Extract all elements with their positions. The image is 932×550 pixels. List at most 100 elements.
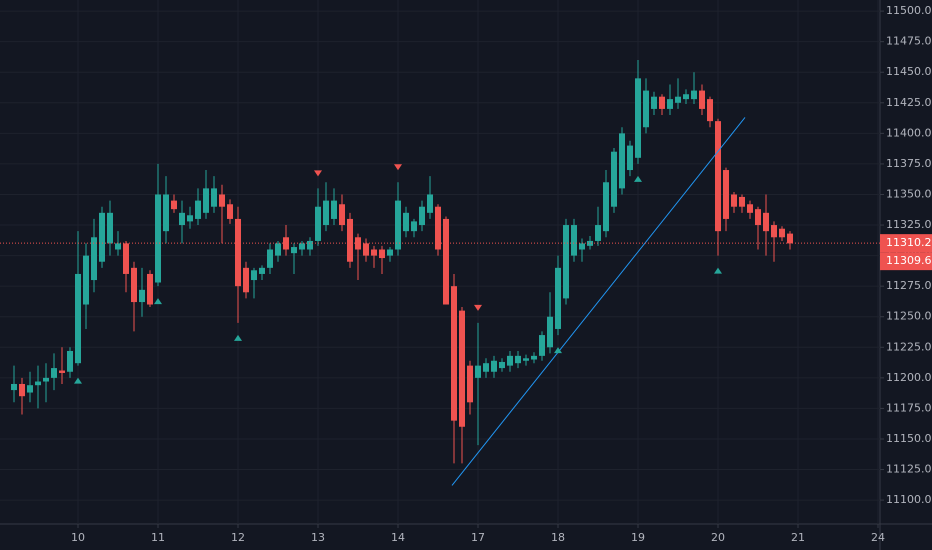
candle-body bbox=[771, 225, 777, 238]
x-tick-label: 11 bbox=[151, 531, 165, 544]
candle-body bbox=[427, 194, 433, 213]
price-label-box bbox=[880, 252, 932, 271]
candle-body bbox=[307, 240, 313, 250]
candle-body bbox=[11, 383, 17, 391]
price-label-box bbox=[880, 234, 932, 253]
signal-up bbox=[714, 267, 722, 274]
candle-body bbox=[107, 212, 113, 244]
x-tick-label: 10 bbox=[71, 531, 85, 544]
signal-down bbox=[474, 304, 482, 311]
signal-down bbox=[314, 170, 322, 177]
candle-body bbox=[739, 196, 745, 207]
candle-body bbox=[691, 90, 697, 100]
candle-body bbox=[587, 240, 593, 246]
y-tick-label: 11350.00 bbox=[886, 187, 932, 200]
candle-body bbox=[59, 370, 65, 373]
candle-body bbox=[179, 212, 185, 226]
x-tick-label: 12 bbox=[231, 531, 245, 544]
candle-body bbox=[75, 273, 81, 364]
candle-body bbox=[555, 267, 561, 329]
candle-body bbox=[579, 243, 585, 250]
candle-body bbox=[475, 365, 481, 378]
x-tick-label: 21 bbox=[791, 531, 805, 544]
candle-body bbox=[243, 267, 249, 293]
candle-body bbox=[635, 78, 641, 158]
y-tick-label: 11200.00 bbox=[886, 371, 932, 384]
candle-body bbox=[67, 350, 73, 372]
y-tick-label: 11250.00 bbox=[886, 310, 932, 323]
candle-body bbox=[35, 381, 41, 386]
signal-up bbox=[74, 377, 82, 384]
x-tick-label: 20 bbox=[711, 531, 725, 544]
candle-body bbox=[643, 90, 649, 128]
candle-body bbox=[459, 310, 465, 427]
trendline bbox=[451, 117, 746, 486]
candle-body bbox=[395, 200, 401, 250]
candle-body bbox=[603, 182, 609, 232]
candle-body bbox=[195, 200, 201, 219]
signal-down bbox=[394, 164, 402, 171]
candle-body bbox=[491, 360, 497, 372]
candle-body bbox=[507, 355, 513, 366]
candle-body bbox=[755, 209, 761, 226]
candle-body bbox=[403, 212, 409, 232]
candle-body bbox=[435, 206, 441, 250]
candle-body bbox=[499, 361, 505, 369]
signal-up bbox=[234, 334, 242, 341]
candle-body bbox=[715, 121, 721, 232]
candle-body bbox=[387, 249, 393, 256]
y-tick-label: 11275.00 bbox=[886, 279, 932, 292]
candle-body bbox=[99, 212, 105, 262]
signal-up bbox=[554, 347, 562, 354]
candle-body bbox=[563, 225, 569, 299]
y-tick-label: 11450.00 bbox=[886, 65, 932, 78]
candle-body bbox=[467, 365, 473, 403]
price-label: 11309.65 bbox=[886, 254, 932, 267]
y-tick-label: 11100.00 bbox=[886, 493, 932, 506]
candle-body bbox=[163, 194, 169, 232]
candle-body bbox=[675, 96, 681, 103]
candle-body bbox=[27, 385, 33, 393]
candle-body bbox=[43, 377, 49, 382]
candle-body bbox=[347, 218, 353, 262]
candle-body bbox=[219, 194, 225, 207]
candle-body bbox=[251, 270, 257, 281]
candle-body bbox=[699, 90, 705, 109]
candle-body bbox=[91, 237, 97, 281]
candle-body bbox=[371, 249, 377, 256]
y-tick-label: 11150.00 bbox=[886, 432, 932, 445]
candle-body bbox=[763, 212, 769, 232]
y-tick-label: 11500.00 bbox=[886, 4, 932, 17]
x-tick-label: 24 bbox=[871, 531, 885, 544]
y-tick-label: 11475.00 bbox=[886, 35, 932, 48]
candle-body bbox=[619, 133, 625, 189]
y-tick-label: 11400.00 bbox=[886, 126, 932, 139]
candle-body bbox=[683, 94, 689, 100]
y-tick-label: 11125.00 bbox=[886, 463, 932, 476]
y-tick-label: 11375.00 bbox=[886, 157, 932, 170]
candle-body bbox=[235, 218, 241, 287]
candle-body bbox=[411, 221, 417, 232]
candle-body bbox=[483, 363, 489, 372]
signal-up bbox=[154, 298, 162, 305]
candle-body bbox=[291, 247, 297, 254]
candle-body bbox=[379, 249, 385, 259]
candle-body bbox=[515, 355, 521, 364]
candle-body bbox=[131, 267, 137, 303]
candle-body bbox=[211, 188, 217, 207]
x-tick-label: 14 bbox=[391, 531, 405, 544]
y-tick-label: 11325.00 bbox=[886, 218, 932, 231]
candle-body bbox=[363, 243, 369, 256]
candle-body bbox=[51, 368, 57, 378]
y-tick-label: 11225.00 bbox=[886, 340, 932, 353]
candle-body bbox=[571, 225, 577, 256]
x-tick-label: 17 bbox=[471, 531, 485, 544]
candle-body bbox=[531, 355, 537, 360]
candle-body bbox=[355, 237, 361, 250]
y-tick-label: 11175.00 bbox=[886, 401, 932, 414]
candle-body bbox=[779, 228, 785, 238]
candle-body bbox=[123, 243, 129, 274]
candle-body bbox=[659, 96, 665, 109]
x-tick-label: 18 bbox=[551, 531, 565, 544]
